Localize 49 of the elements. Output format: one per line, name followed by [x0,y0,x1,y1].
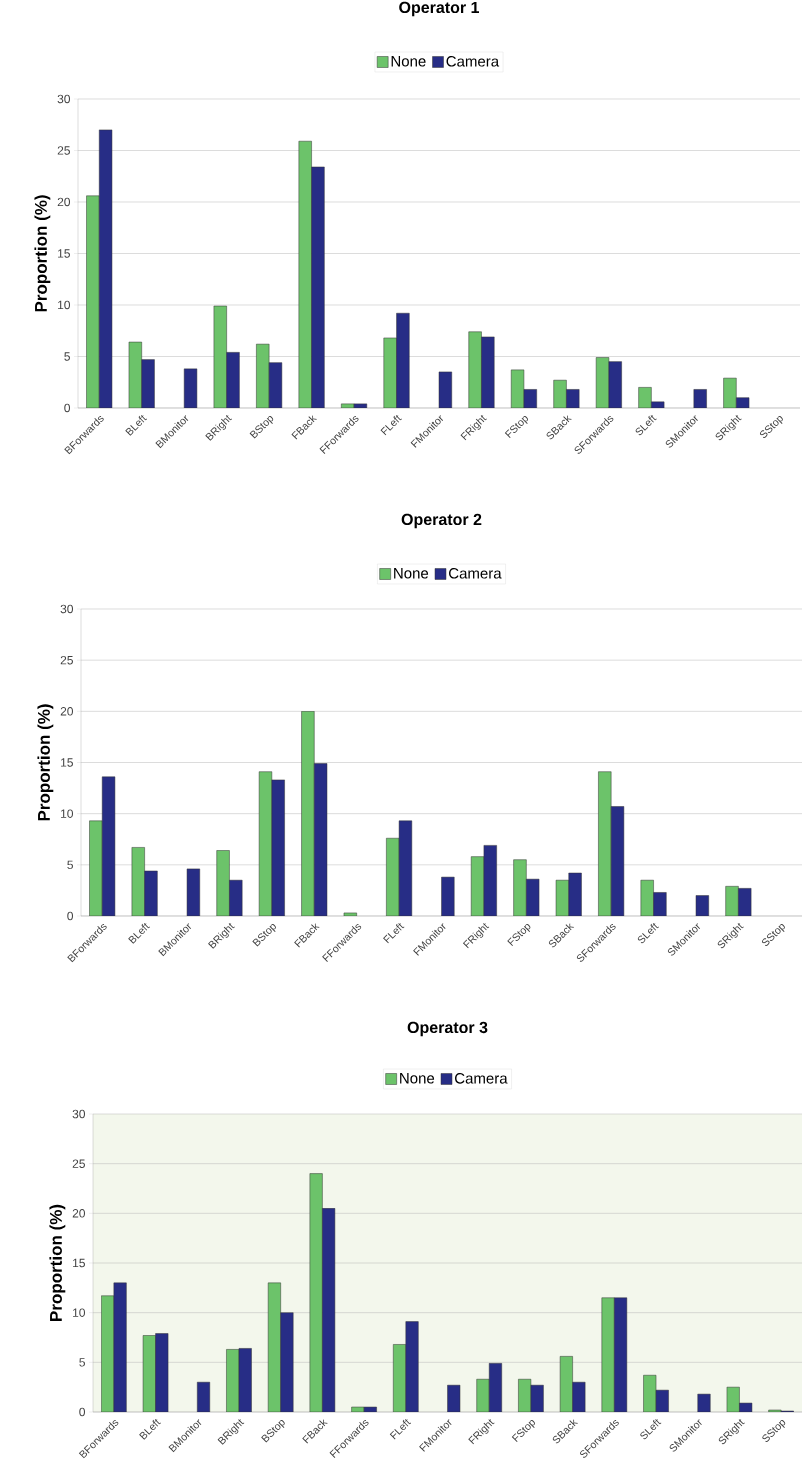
legend-label: Camera [455,1073,508,1084]
chart-title: Operator 1 [399,1,479,17]
y-tick-label: 30 [60,604,74,614]
bar [405,1321,419,1412]
y-tick-label: 10 [58,300,71,310]
y-tick-label: 25 [60,655,73,665]
y-tick-label: 10 [61,809,74,818]
legend-label: None [394,568,429,579]
y-tick-label: 15 [58,249,70,258]
bar [476,1378,490,1412]
bar [383,337,397,408]
bar [280,1312,294,1412]
y-axis-title: Proportion (%) [37,704,54,821]
y-tick-label: 0 [67,911,74,921]
legend-label: None [400,1073,435,1084]
y-tick-label: 0 [64,403,71,413]
y-axis-title: Proportion (%) [49,1204,66,1321]
y-tick-label: 15 [61,758,73,767]
y-tick-label: 20 [57,197,71,207]
chart-title: Operator 3 [407,1021,488,1037]
y-axis-title: Proportion (%) [34,195,51,312]
y-tick-label: 30 [72,1109,86,1119]
y-tick-label: 10 [73,1308,86,1317]
y-tick-label: 25 [57,146,70,155]
y-tick-label: 5 [79,1358,85,1367]
bar [441,876,455,916]
legend-label: None [391,56,426,67]
bar [141,359,155,408]
y-tick-label: 15 [73,1258,85,1268]
bar [86,195,100,408]
bar [481,336,495,408]
bar [311,166,325,408]
bar [468,331,482,408]
y-tick-label: 30 [57,94,71,104]
y-tick-label: 5 [67,860,73,870]
bar [568,872,582,916]
bar [601,1297,615,1412]
y-tick-label: 25 [72,1159,85,1168]
y-tick-label: 5 [64,352,70,361]
bar [226,352,240,408]
legend-label: Camera [449,568,502,579]
chart-title: Operator 2 [401,513,482,529]
y-tick-label: 0 [79,1407,86,1417]
bar [144,870,158,916]
bar [396,312,410,408]
bar [343,912,357,916]
y-tick-label: 20 [72,1209,86,1218]
y-tick-label: 20 [60,707,74,716]
legend-label: Camera [446,56,500,67]
